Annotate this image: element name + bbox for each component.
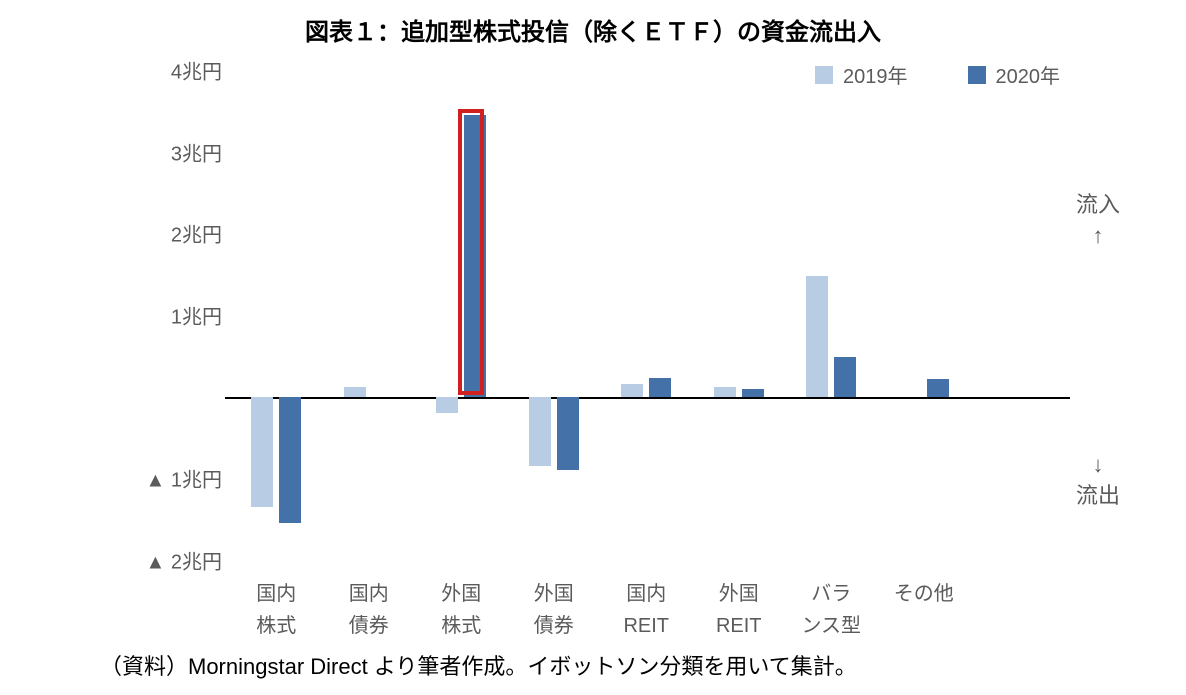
bar bbox=[279, 397, 301, 524]
y-tick-label: ▲ 1兆円 bbox=[146, 464, 222, 493]
bar bbox=[251, 397, 273, 507]
x-tick-label: 外国債券 bbox=[514, 578, 594, 642]
bar bbox=[714, 387, 736, 397]
x-tick-label: 外国株式 bbox=[421, 578, 501, 642]
source-text: （資料）Morningstar Direct より筆者作成。イボットソン分類を用… bbox=[100, 649, 857, 681]
legend-label: 2020年 bbox=[996, 60, 1061, 89]
x-tick-label: 国内REIT bbox=[606, 578, 686, 642]
y-tick-label: 3兆円 bbox=[171, 137, 222, 166]
bar bbox=[344, 387, 366, 397]
y-tick-label: ▲ 2兆円 bbox=[146, 546, 222, 575]
bar bbox=[927, 379, 949, 397]
legend-item: 2020年 bbox=[968, 60, 1061, 89]
bar bbox=[529, 397, 551, 466]
x-axis-line bbox=[225, 397, 1070, 399]
bar bbox=[834, 357, 856, 396]
outflow-label: ↓ 流出 bbox=[1076, 450, 1120, 512]
bar bbox=[436, 397, 458, 413]
y-tick-label: 2兆円 bbox=[171, 219, 222, 248]
x-tick-label: 国内株式 bbox=[236, 578, 316, 642]
inflow-label: 流入 ↑ bbox=[1076, 190, 1120, 252]
bar bbox=[557, 397, 579, 471]
bar bbox=[464, 115, 486, 397]
legend-swatch bbox=[968, 66, 986, 84]
y-tick-label: 4兆円 bbox=[171, 56, 222, 85]
plot-area: 4兆円3兆円2兆円1兆円▲ 1兆円▲ 2兆円国内株式国内債券外国株式外国債券国内… bbox=[230, 70, 970, 560]
bar bbox=[649, 378, 671, 397]
x-tick-label: その他 bbox=[884, 578, 964, 610]
bar bbox=[742, 389, 764, 397]
bar bbox=[621, 384, 643, 396]
chart-container: 2019年2020年 4兆円3兆円2兆円1兆円▲ 1兆円▲ 2兆円国内株式国内債… bbox=[120, 60, 1080, 620]
x-tick-label: 国内債券 bbox=[329, 578, 409, 642]
chart-title: 図表１：追加型株式投信（除くＥＴＦ）の資金流出入 bbox=[0, 0, 1186, 47]
x-tick-label: バランス型 bbox=[791, 578, 871, 642]
bar bbox=[806, 276, 828, 397]
x-tick-label: 外国REIT bbox=[699, 578, 779, 642]
y-tick-label: 1兆円 bbox=[171, 301, 222, 330]
